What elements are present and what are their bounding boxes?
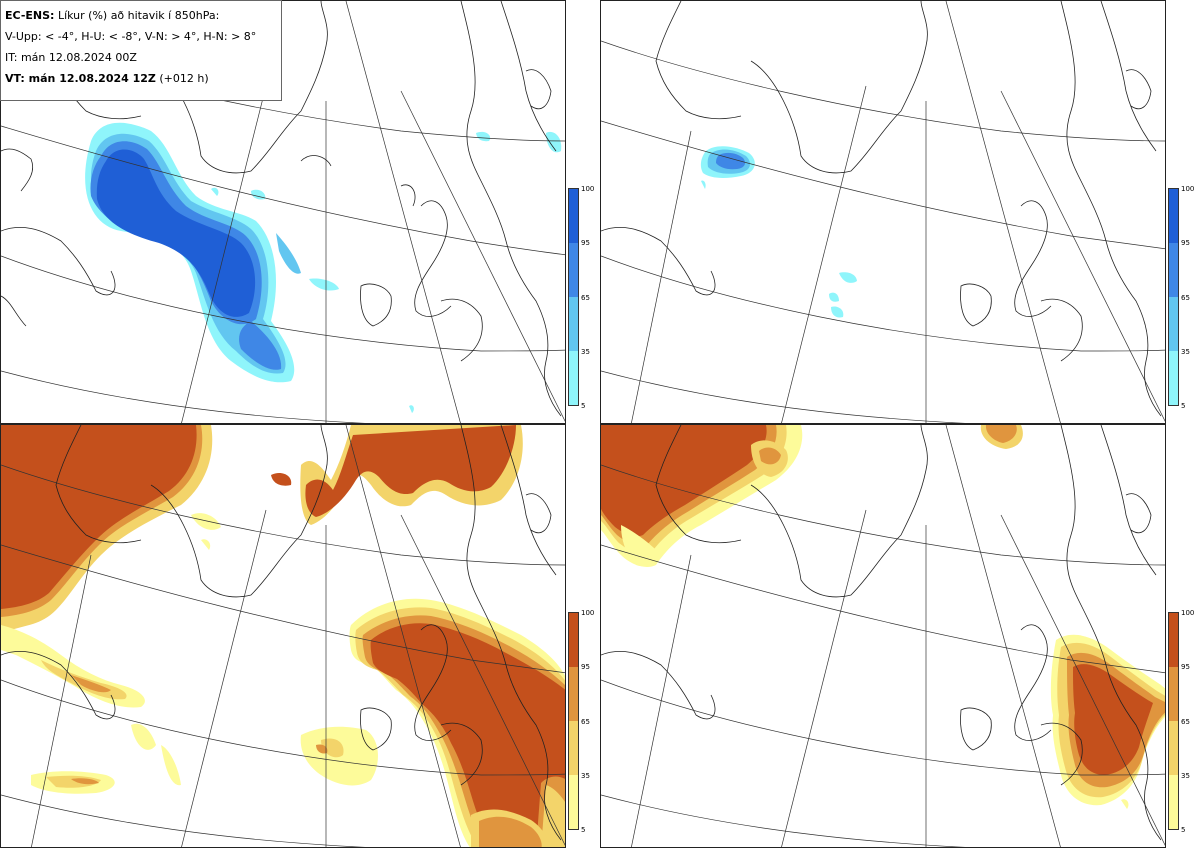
- colorbar-segment: [569, 613, 578, 667]
- probability-field: [85, 122, 562, 413]
- colorbar-tick: 65: [1181, 294, 1190, 302]
- map-canvas: [1, 425, 565, 847]
- graticule: [601, 1, 1165, 423]
- map-panel-warm-8: [600, 424, 1166, 848]
- colorbar-segment: [569, 351, 578, 405]
- colorbar-tick: 35: [1181, 772, 1190, 780]
- colorbar-tick: 35: [581, 348, 590, 356]
- colorbar-tick: 5: [581, 826, 586, 834]
- colorbar-tick: 100: [581, 609, 595, 617]
- colorbar-tick: 95: [581, 239, 590, 247]
- lead-time: (+012 h): [159, 72, 209, 85]
- probability-field: [1, 425, 565, 847]
- init-time-line: IT: mán 12.08.2024 00Z: [5, 51, 137, 64]
- colorbar-tick: 5: [1181, 402, 1186, 410]
- valid-time: VT: mán 12.08.2024 12Z: [5, 72, 156, 85]
- description: Líkur (%) að hitavik í 850hPa:: [57, 9, 220, 22]
- colorbar-tick: 95: [1181, 239, 1190, 247]
- coastlines: [1, 425, 562, 841]
- colorbar-segment: [569, 297, 578, 351]
- map-panel-cold-8: [600, 0, 1166, 424]
- model-name: EC-ENS:: [5, 9, 55, 22]
- coastlines: [601, 1, 1162, 417]
- colorbar-cold-8: 100 95 65 35 5: [1168, 185, 1200, 412]
- colorbar-gradient: [1168, 188, 1179, 406]
- colorbar-tick: 5: [1181, 826, 1186, 834]
- colorbar-tick: 95: [581, 663, 590, 671]
- probability-field: [700, 146, 857, 318]
- colorbar-gradient: [568, 188, 579, 406]
- colorbar-tick: 65: [581, 294, 590, 302]
- colorbar-tick: 100: [1181, 185, 1195, 193]
- colorbar-tick: 5: [581, 402, 586, 410]
- colorbar-segment: [1169, 613, 1178, 667]
- map-canvas: [601, 425, 1165, 847]
- graticule: [601, 425, 1165, 847]
- colorbar-segment: [1169, 351, 1178, 405]
- colorbar-segment: [1169, 721, 1178, 775]
- coastlines: [601, 425, 1162, 841]
- colorbar-tick: 65: [581, 718, 590, 726]
- valid-time-line: VT: mán 12.08.2024 12Z (+012 h): [5, 68, 277, 89]
- map-canvas: [1, 1, 565, 423]
- colorbar-segment: [569, 667, 578, 721]
- colorbar-warm-4: 100 95 65 35 5: [568, 609, 602, 836]
- colorbar-tick: 65: [1181, 718, 1190, 726]
- colorbar-cold-4: 100 95 65 35 5: [568, 185, 602, 412]
- graticule: [1, 425, 565, 847]
- map-panel-cold-4: [0, 0, 566, 424]
- colorbar-segment: [1169, 775, 1178, 829]
- colorbar-segment: [569, 721, 578, 775]
- map-canvas: [601, 1, 1165, 423]
- colorbar-gradient: [568, 612, 579, 830]
- colorbar-segment: [1169, 667, 1178, 721]
- colorbar-gradient: [1168, 612, 1179, 830]
- legend-box: EC-ENS: Líkur (%) að hitavik í 850hPa: V…: [0, 0, 282, 101]
- colorbar-segment: [569, 243, 578, 297]
- colorbar-segment: [1169, 297, 1178, 351]
- colorbar-tick: 35: [581, 772, 590, 780]
- colorbar-tick: 35: [1181, 348, 1190, 356]
- colorbar-tick: 95: [1181, 663, 1190, 671]
- colorbar-tick: 100: [581, 185, 595, 193]
- colorbar-segment: [1169, 243, 1178, 297]
- probability-field: [601, 425, 1165, 809]
- legend-title-line: EC-ENS: Líkur (%) að hitavik í 850hPa:: [5, 5, 277, 26]
- map-panel-warm-4: [0, 424, 566, 848]
- colorbar-warm-8: 100 95 65 35 5: [1168, 609, 1200, 836]
- colorbar-segment: [569, 189, 578, 243]
- thresholds-line: V-Upp: < -4°, H-U: < -8°, V-N: > 4°, H-N…: [5, 30, 257, 43]
- colorbar-segment: [569, 775, 578, 829]
- colorbar-segment: [1169, 189, 1178, 243]
- colorbar-tick: 100: [1181, 609, 1195, 617]
